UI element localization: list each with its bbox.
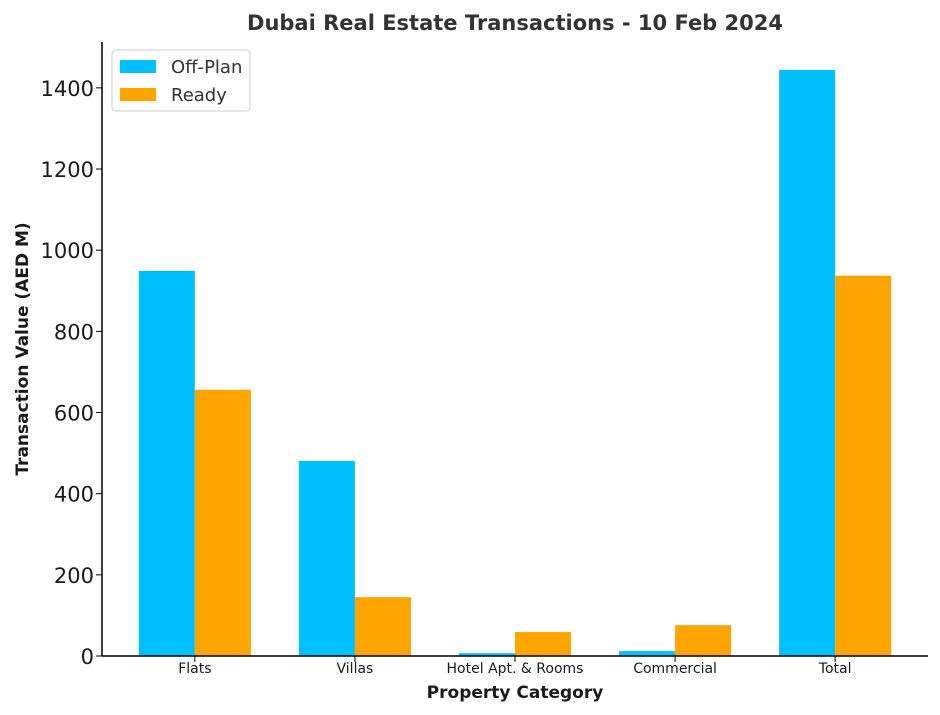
bar-off-plan-3 <box>619 651 676 656</box>
x-tick-label: Total <box>818 661 852 677</box>
x-tick-label: Hotel Apt. & Rooms <box>447 661 584 677</box>
bar-off-plan-0 <box>138 270 195 656</box>
legend-swatch <box>120 60 156 73</box>
y-tick-label: 0 <box>81 645 94 669</box>
y-tick-label: 1000 <box>41 239 94 263</box>
y-tick-label: 1200 <box>41 158 94 182</box>
x-tick-label: Flats <box>178 661 211 677</box>
bar-ready-2 <box>515 632 572 656</box>
y-tick-label: 600 <box>54 402 94 426</box>
legend-label: Off-Plan <box>171 57 242 78</box>
chart-title: Dubai Real Estate Transactions - 10 Feb … <box>247 11 783 35</box>
x-tick-label: Commercial <box>633 661 717 677</box>
bar-ready-3 <box>675 625 732 656</box>
bar-ready-1 <box>354 597 411 656</box>
x-tick-label: Villas <box>337 661 374 677</box>
x-axis-label: Property Category <box>427 683 604 703</box>
y-axis-label: Transaction Value (AED M) <box>13 222 33 475</box>
legend-swatch <box>120 88 156 101</box>
bar-off-plan-4 <box>779 70 836 656</box>
y-tick-label: 800 <box>54 320 94 344</box>
legend-label: Ready <box>171 85 227 106</box>
y-tick-label: 200 <box>54 564 94 588</box>
y-tick-label: 1400 <box>41 77 94 101</box>
y-tick-label: 400 <box>54 483 94 507</box>
bar-ready-4 <box>835 275 892 656</box>
bar-off-plan-1 <box>298 460 355 656</box>
bar-ready-0 <box>194 389 251 656</box>
bar-off-plan-2 <box>458 653 515 656</box>
